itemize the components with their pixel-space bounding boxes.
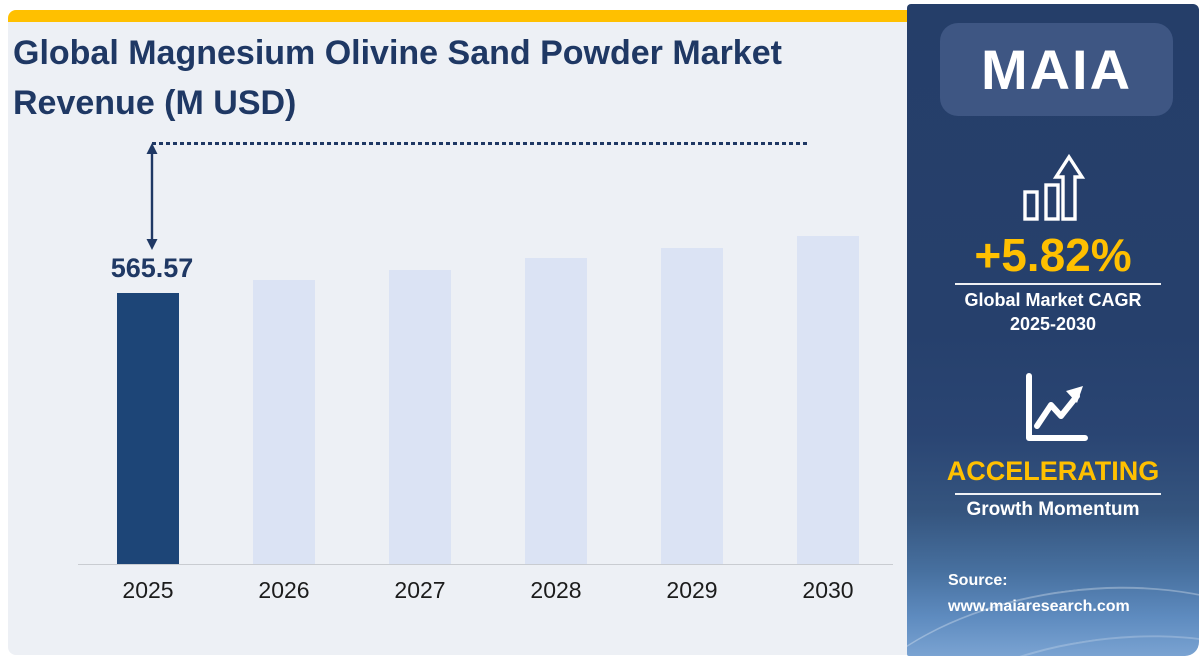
source-label: Source:: [948, 572, 1008, 589]
divider: [955, 493, 1161, 495]
logo-badge: MAIA: [940, 23, 1173, 116]
title-line-1: Global Magnesium Olivine Sand Powder Mar…: [13, 34, 782, 72]
gold-top-strip: [8, 10, 907, 22]
cagr-years: 2025-2030: [1009, 314, 1097, 334]
cagr-value: +5.82%: [974, 229, 1132, 281]
source-block: Source: www.maiaresearch.com: [948, 568, 1130, 620]
bar-2026: [253, 280, 315, 564]
growth-bars-icon: [1023, 154, 1086, 221]
divider: [955, 283, 1161, 285]
bar-2025: [117, 293, 179, 564]
x-tick-label-2028: 2028: [530, 577, 582, 603]
reference-dotted-line: [152, 142, 810, 145]
x-tick-label-2025: 2025: [122, 577, 174, 603]
bar-2030: [797, 236, 859, 564]
x-tick-label-2029: 2029: [666, 577, 718, 603]
x-tick-label-2030: 2030: [802, 577, 854, 603]
momentum-value: ACCELERATING: [946, 456, 1160, 486]
title-line-2: Revenue (M USD): [13, 84, 297, 122]
bar-2029: [661, 248, 723, 564]
trend-line-icon: [1026, 373, 1088, 441]
x-tick-label-2027: 2027: [394, 577, 446, 603]
value-label-2025: 565.57: [110, 253, 194, 283]
bar-2027: [389, 270, 451, 564]
x-axis-line: [78, 564, 893, 565]
chart-panel: Global Magnesium Olivine Sand Powder Mar…: [8, 22, 907, 655]
source-url: www.maiaresearch.com: [948, 598, 1130, 615]
x-tick-label-2026: 2026: [258, 577, 310, 603]
page-title: Global Magnesium Olivine Sand Powder Mar…: [13, 28, 893, 128]
cagr-label: Global Market CAGR: [964, 290, 1142, 310]
double-arrow-annotation: [146, 143, 158, 250]
brand-sidebar: MAIA +5.82% Global Market CAGR 2025-2030…: [907, 4, 1199, 656]
momentum-label: Growth Momentum: [966, 499, 1140, 520]
bar-2028: [525, 258, 587, 564]
logo-text: MAIA: [980, 38, 1133, 101]
